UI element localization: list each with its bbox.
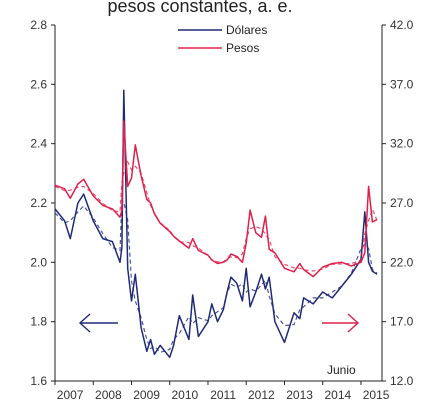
right-tick-label: 12.0 (390, 374, 414, 388)
legend-label-dolares: Dólares (226, 23, 267, 37)
right-tick-label: 37.0 (390, 77, 414, 91)
x-tick-label: 2013 (286, 388, 313, 402)
x-tick-label: 2012 (248, 388, 275, 402)
left-tick-label: 2.2 (30, 196, 47, 210)
series-trend-pesos (54, 160, 378, 272)
right-tick-label: 27.0 (390, 196, 414, 210)
left-axis-ticks: 1.6 1.8 2.0 2.2 2.4 2.6 2.8 (30, 18, 55, 388)
x-axis-ticks: 2007 2008 2009 2010 2011 2012 2013 2014 2015 (54, 381, 390, 402)
x-tick-label: 2015 (363, 388, 390, 402)
x-tick-label: 2014 (324, 388, 351, 402)
x-tick-label: 2010 (172, 388, 199, 402)
x-tick-label: 2007 (57, 388, 84, 402)
series-lines (54, 89, 378, 359)
legend: Dólares Pesos (178, 23, 267, 55)
left-tick-label: 2.4 (30, 137, 47, 151)
right-tick-label: 17.0 (390, 315, 414, 329)
chart-title-group: pesos constantes, a. e. (107, 0, 292, 16)
left-tick-label: 2.8 (30, 18, 47, 32)
series-line-dolares (54, 89, 378, 359)
annotation-junio: Junio (327, 363, 356, 377)
right-axis-arrow (322, 313, 360, 333)
right-tick-label: 22.0 (390, 255, 414, 269)
left-tick-label: 2.0 (30, 255, 47, 269)
series-trend-dolares (54, 198, 378, 353)
chart-title: pesos constantes, a. e. (107, 0, 292, 16)
legend-label-pesos: Pesos (226, 41, 259, 55)
right-tick-label: 32.0 (390, 137, 414, 151)
x-tick-label: 2008 (95, 388, 122, 402)
left-tick-label: 1.6 (30, 374, 47, 388)
right-tick-label: 42.0 (390, 18, 414, 32)
x-tick-label: 2011 (210, 388, 236, 402)
left-tick-label: 1.8 (30, 315, 47, 329)
right-axis-ticks: 12.0 17.0 22.0 27.0 32.0 37.0 42.0 (382, 18, 414, 388)
axes (54, 25, 383, 382)
axis-arrows (78, 313, 360, 333)
x-tick-label: 2009 (133, 388, 160, 402)
left-tick-label: 2.6 (30, 77, 47, 91)
series-line-pesos (54, 120, 378, 278)
left-axis-arrow (78, 313, 118, 333)
